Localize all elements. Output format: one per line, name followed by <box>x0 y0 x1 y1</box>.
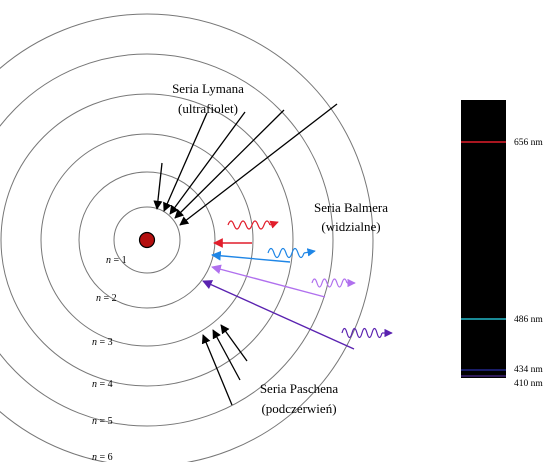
level-var: n <box>92 379 97 390</box>
level-var: n <box>92 416 97 427</box>
balmer-title: Seria Balmera <box>314 200 388 215</box>
level-eq: = 1 <box>111 255 127 266</box>
level-labels: n = 1 n = 2 n = 3 n = 4 n = 5 n = 6 <box>92 255 127 462</box>
balmer-subtitle: (widzialne) <box>321 219 380 234</box>
wavelength-label-434: 434 nm <box>514 365 543 375</box>
level-label-4: n = 4 <box>92 379 113 390</box>
orbit-n6 <box>0 13 374 462</box>
paschen-title: Seria Paschena <box>260 381 339 396</box>
lyman-arrows <box>153 103 338 226</box>
level-var: n <box>92 337 97 348</box>
level-var: n <box>92 452 97 462</box>
lyman-arrow-3 <box>163 112 208 212</box>
balmer-arrow-violet <box>211 264 326 298</box>
photon-blue <box>267 247 316 259</box>
paschen-subtitle: (podczerwień) <box>261 401 336 416</box>
photon-red <box>227 220 279 230</box>
level-var: n <box>106 255 111 266</box>
level-eq: = 6 <box>97 452 113 462</box>
level-label-1: n = 1 <box>106 255 127 266</box>
lyman-arrow-5 <box>174 109 285 219</box>
wavelength-label-486: 486 nm <box>514 315 543 325</box>
lyman-subtitle: (ultrafiolet) <box>178 101 238 116</box>
photon-indigo <box>341 327 393 339</box>
orbit-n5 <box>0 53 334 427</box>
balmer-arrows <box>202 238 355 350</box>
orbit-n3 <box>40 133 254 347</box>
photon-violet <box>311 278 356 288</box>
spectrum-labels: 656 nm 486 nm 434 nm 410 nm <box>514 138 543 389</box>
level-eq: = 5 <box>97 416 113 427</box>
spectrum-background <box>461 100 506 378</box>
series-labels: Seria Lymana (ultrafiolet) Seria Balmera… <box>172 81 388 416</box>
level-eq: = 2 <box>101 293 117 304</box>
lyman-arrow-4 <box>169 111 246 215</box>
lyman-arrow-2 <box>153 162 163 210</box>
paschen-arrow-4 <box>201 334 233 406</box>
level-var: n <box>96 293 101 304</box>
balmer-arrow-indigo <box>202 280 355 350</box>
level-label-6: n = 6 <box>92 452 113 462</box>
paschen-arrows <box>201 324 248 406</box>
level-label-2: n = 2 <box>96 293 117 304</box>
balmer-arrow-blue <box>211 250 291 263</box>
lyman-arrow-6 <box>179 103 338 226</box>
orbit-n4 <box>0 93 294 387</box>
level-label-3: n = 3 <box>92 337 113 348</box>
lyman-title: Seria Lymana <box>172 81 244 96</box>
level-label-5: n = 5 <box>92 416 113 427</box>
nucleus <box>138 231 156 249</box>
level-eq: = 4 <box>97 379 113 390</box>
paschen-arrow-6 <box>220 324 248 362</box>
emission-spectrum: 656 nm 486 nm 434 nm 410 nm <box>461 100 543 389</box>
wavelength-label-410: 410 nm <box>514 379 543 389</box>
paschen-arrow-5 <box>212 329 241 381</box>
level-eq: = 3 <box>97 337 113 348</box>
wavelength-label-656: 656 nm <box>514 138 543 148</box>
orbits <box>0 13 374 462</box>
orbit-n1 <box>113 206 181 274</box>
photon-waves <box>227 220 393 339</box>
